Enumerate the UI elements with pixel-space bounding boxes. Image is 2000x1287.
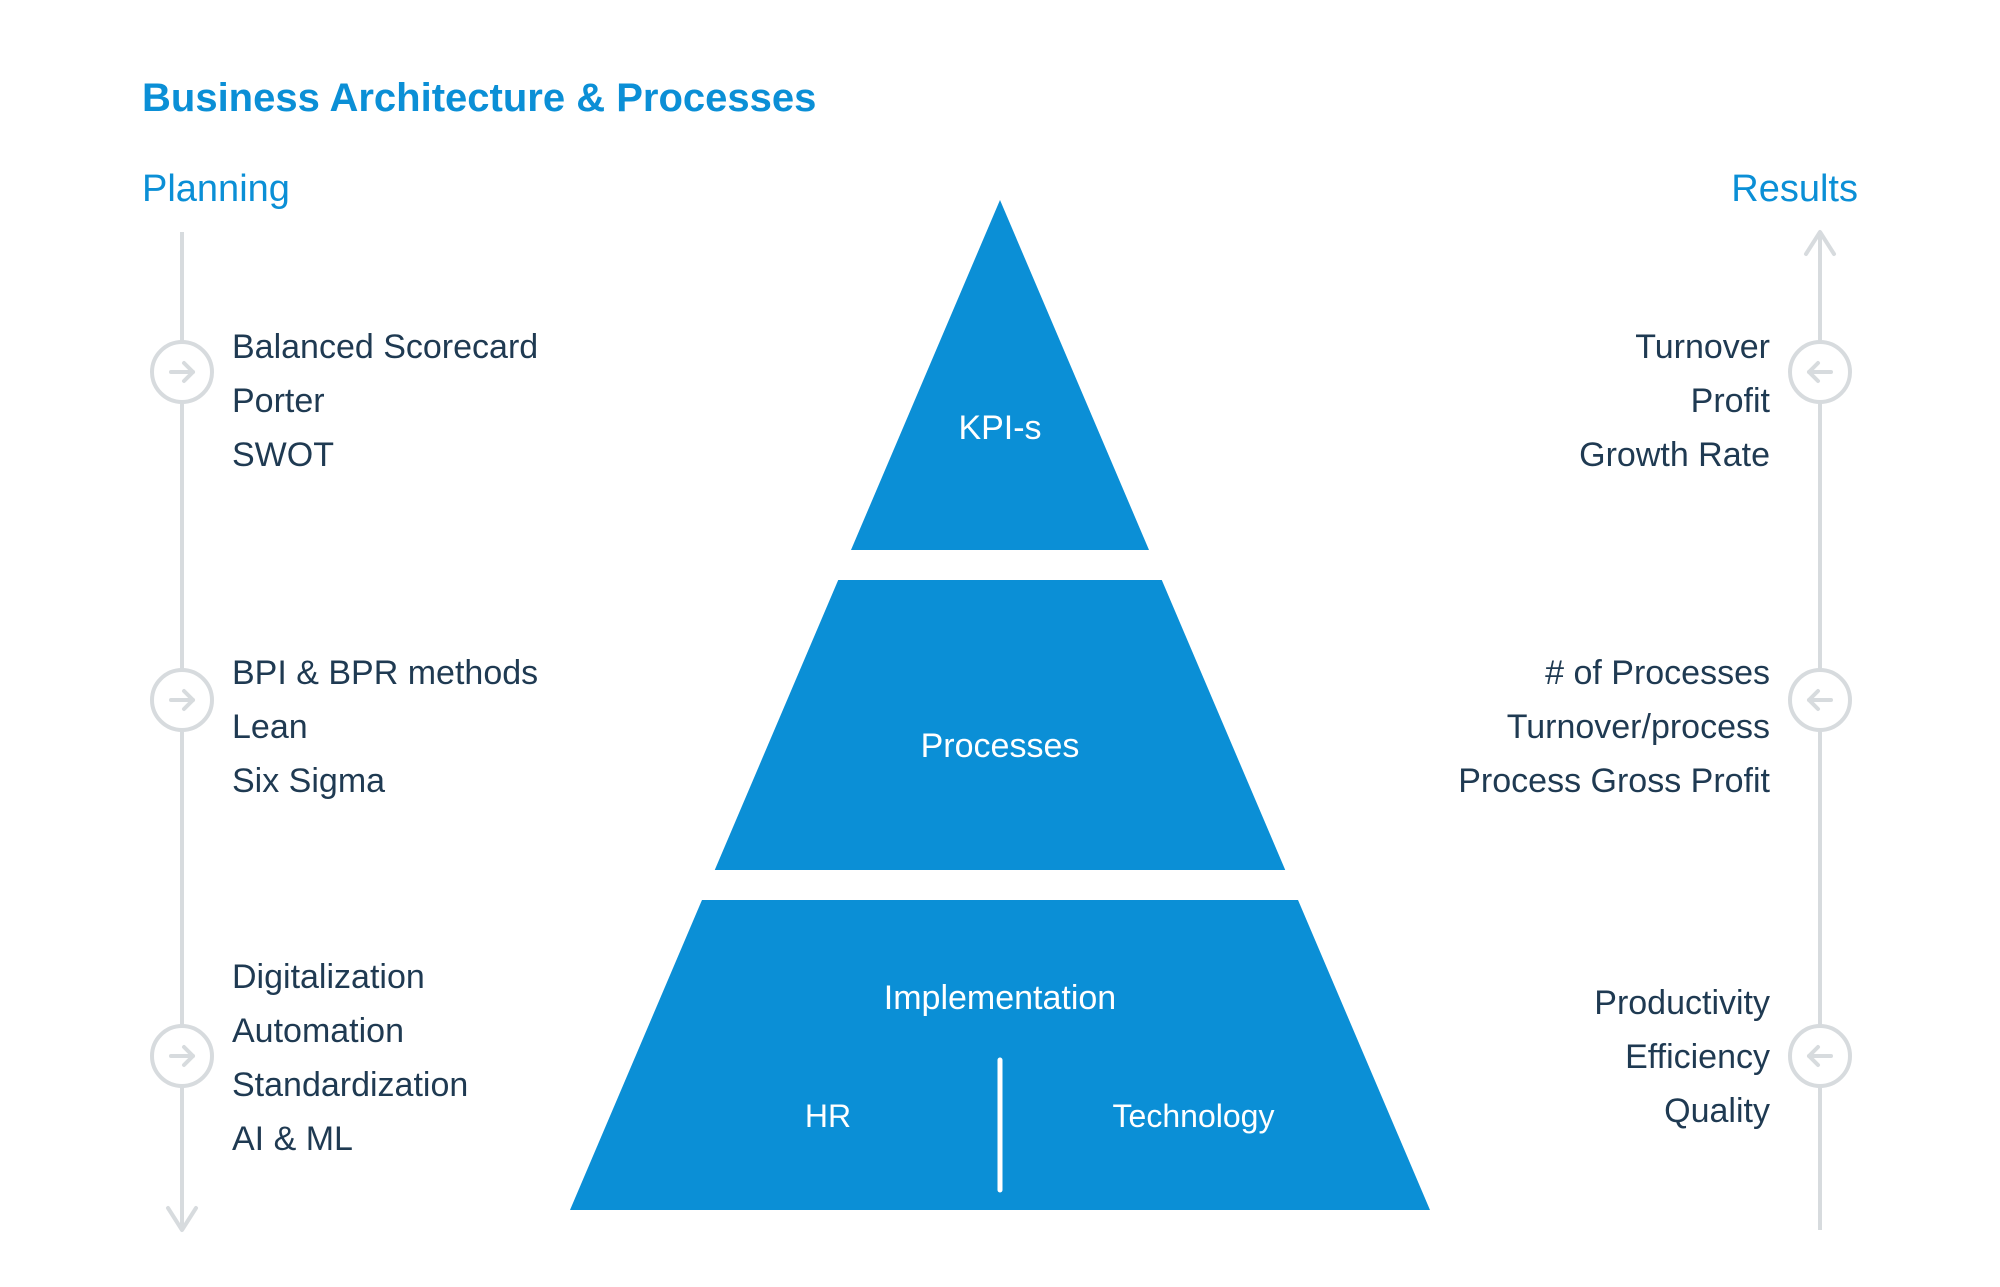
list-item: Six Sigma [232, 754, 538, 808]
pyramid-sublabel-hr: HR [678, 1098, 978, 1135]
list-item: Porter [232, 374, 538, 428]
list-item: Growth Rate [1579, 428, 1770, 482]
list-item: Turnover [1635, 320, 1770, 374]
list-item: Standardization [232, 1058, 468, 1112]
list-item: Productivity [1594, 976, 1770, 1030]
results-group-1: Turnover Profit Growth Rate [1579, 320, 1770, 482]
list-item: # of Processes [1545, 646, 1770, 700]
list-item: SWOT [232, 428, 538, 482]
planning-group-3: Digitalization Automation Standardizatio… [232, 950, 468, 1166]
pyramid-label-processes: Processes [700, 727, 1300, 766]
list-item: BPI & BPR methods [232, 646, 538, 700]
list-item: Quality [1664, 1084, 1770, 1138]
list-item: Profit [1691, 374, 1770, 428]
list-item: Automation [232, 1004, 468, 1058]
list-item: Process Gross Profit [1458, 754, 1770, 808]
planning-group-1: Balanced Scorecard Porter SWOT [232, 320, 538, 482]
results-group-3: Productivity Efficiency Quality [1594, 976, 1770, 1138]
planning-arrow [152, 232, 212, 1230]
results-group-2: # of Processes Turnover/process Process … [1458, 646, 1770, 808]
planning-heading: Planning [142, 168, 290, 211]
diagram-canvas: Business Architecture & Processes Planni… [0, 0, 2000, 1287]
pyramid-label-implementation: Implementation [700, 979, 1300, 1018]
list-item: Turnover/process [1507, 700, 1770, 754]
pyramid [570, 200, 1430, 1210]
planning-group-2: BPI & BPR methods Lean Six Sigma [232, 646, 538, 808]
pyramid-sublabel-technology: Technology [1044, 1098, 1344, 1135]
pyramid-label-kpis: KPI-s [700, 409, 1300, 448]
list-item: Lean [232, 700, 538, 754]
list-item: Digitalization [232, 950, 468, 1004]
list-item: Balanced Scorecard [232, 320, 538, 374]
list-item: Efficiency [1625, 1030, 1770, 1084]
page-title: Business Architecture & Processes [142, 76, 816, 121]
results-heading: Results [1731, 168, 1858, 211]
list-item: AI & ML [232, 1112, 468, 1166]
results-arrow [1790, 232, 1850, 1230]
